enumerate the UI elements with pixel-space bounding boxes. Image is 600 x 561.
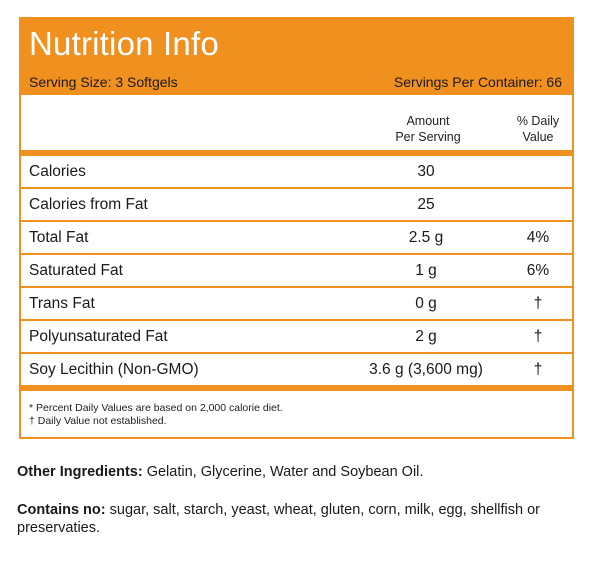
other-ingredients: Other Ingredients: Gelatin, Glycerine, W… [17,463,587,481]
contains-no: Contains no: sugar, salt, starch, yeast,… [17,501,587,537]
row-amount: 2.5 g [408,229,444,246]
thick-rule-bottom [21,385,572,391]
column-header-dv-line1: % Daily [516,114,560,128]
column-header-amount-line2: Per Serving [395,130,461,144]
row-name: Calories from Fat [29,196,148,213]
contains-no-label: Contains no: [17,502,106,518]
serving-size: Serving Size: 3 Softgels [29,74,178,90]
row-name: Total Fat [29,229,89,246]
table-row: Trans Fat 0 g † [21,288,572,321]
panel-title: Nutrition Info [29,25,219,62]
row-daily-value: 6% [526,262,550,279]
table-row: Polyunsaturated Fat 2 g † [21,321,572,354]
column-header-daily-value: % Daily Value [503,113,573,145]
other-ingredients-text: Gelatin, Glycerine, Water and Soybean Oi… [142,464,424,480]
panel-header: Nutrition Info Serving Size: 3 Softgels … [21,19,572,95]
row-name: Polyunsaturated Fat [29,328,168,345]
table-row: Calories from Fat 25 [21,189,572,222]
row-amount: 3.6 g (3,600 mg) [369,361,483,378]
column-header-amount: Amount Per Serving [373,113,483,145]
column-header-dv-line2: Value [522,130,554,144]
row-amount: 0 g [415,295,437,312]
row-daily-value: † [533,295,543,312]
table-row: Calories 30 [21,156,572,189]
row-amount: 25 [417,196,435,213]
servings-per-container: Servings Per Container: 66 [393,74,562,90]
contains-no-text: sugar, salt, starch, yeast, wheat, glute… [17,502,541,536]
row-amount: 30 [417,163,435,180]
table-row: Total Fat 2.5 g 4% [21,222,572,255]
column-header-amount-line1: Amount [406,114,450,128]
row-name: Trans Fat [29,295,95,312]
row-name: Saturated Fat [29,262,123,279]
nutrition-panel: Nutrition Info Serving Size: 3 Softgels … [19,17,574,439]
table-row: Saturated Fat 1 g 6% [21,255,572,288]
footnote-percent-daily: * Percent Daily Values are based on 2,00… [29,402,283,414]
row-name: Soy Lecithin (Non-GMO) [29,361,199,378]
thick-rule-top [21,150,572,156]
row-daily-value: † [533,328,543,345]
row-daily-value: † [533,361,543,378]
row-daily-value: 4% [526,229,550,246]
row-amount: 1 g [415,262,437,279]
other-ingredients-label: Other Ingredients: [17,464,143,480]
table-row: Soy Lecithin (Non-GMO) 3.6 g (3,600 mg) … [21,354,572,387]
row-name: Calories [29,163,86,180]
row-amount: 2 g [415,328,437,345]
footnote-not-established: † Daily Value not established. [29,415,167,427]
